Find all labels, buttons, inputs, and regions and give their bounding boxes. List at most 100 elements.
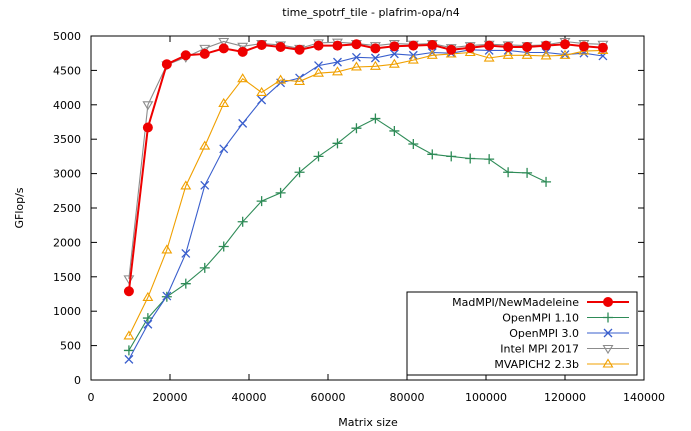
data-point [199, 48, 210, 59]
data-point [332, 66, 343, 76]
data-point [142, 101, 154, 111]
data-point [161, 244, 173, 254]
data-point [446, 44, 457, 55]
data-point [389, 41, 400, 52]
data-point [143, 319, 153, 329]
data-point [218, 43, 229, 54]
x-tick-label: 40000 [232, 391, 267, 404]
data-point [257, 95, 267, 105]
x-tick-label: 100000 [465, 391, 507, 404]
data-point [408, 40, 419, 51]
data-point [161, 59, 172, 70]
data-point [256, 196, 267, 207]
data-point [483, 52, 495, 62]
data-point [502, 49, 514, 59]
data-point [199, 140, 211, 150]
x-tick-label: 0 [88, 391, 95, 404]
data-point [275, 74, 287, 84]
legend-swatch-marker [603, 328, 613, 338]
data-point [560, 39, 570, 50]
x-tick-label: 80000 [390, 391, 425, 404]
data-point [484, 154, 495, 165]
y-tick-label: 4000 [53, 99, 81, 112]
legend-label: OpenMPI 3.0 [509, 327, 579, 340]
data-point [503, 167, 514, 178]
data-point [332, 40, 343, 51]
data-point [200, 180, 210, 190]
data-point [123, 330, 135, 340]
data-point [237, 216, 248, 227]
data-point [256, 86, 268, 96]
y-tick-label: 2000 [53, 236, 81, 249]
y-tick-label: 500 [60, 340, 81, 353]
data-point [388, 58, 400, 68]
legend: MadMPI/NewMadeleine OpenMPI 1.10 OpenMPI 3… [406, 291, 638, 376]
data-point [294, 44, 305, 55]
series-4 [123, 44, 609, 340]
data-point [465, 42, 476, 53]
data-point [218, 97, 230, 107]
y-tick-label: 3000 [53, 168, 81, 181]
data-point [427, 39, 438, 50]
data-point [238, 118, 248, 128]
data-point [180, 180, 192, 190]
data-point [162, 291, 172, 301]
data-point [256, 39, 267, 50]
data-point [484, 40, 495, 51]
plot-series [123, 37, 609, 364]
data-point [369, 60, 381, 70]
chart-title: time_spotrf_tile - plafrim-opa/n4 [282, 6, 459, 19]
data-point [275, 187, 286, 198]
data-point [503, 42, 514, 53]
legend-label: Intel MPI 2017 [500, 343, 579, 356]
data-point [123, 286, 134, 297]
data-point [427, 149, 438, 160]
data-point [124, 354, 134, 364]
y-tick-label: 1000 [53, 305, 81, 318]
data-point [540, 50, 552, 60]
data-point [314, 61, 323, 71]
data-point [142, 291, 154, 301]
legend-label: MVAPICH2 2.3b [494, 358, 579, 371]
x-tick-label: 140000 [623, 391, 665, 404]
x-tick-label: 20000 [153, 391, 188, 404]
y-tick-label: 0 [74, 374, 81, 387]
data-point [294, 75, 306, 85]
y-tick-label: 2500 [53, 202, 81, 215]
data-point [237, 46, 248, 57]
data-point [313, 40, 324, 51]
data-point [350, 61, 362, 71]
legend-swatch-marker [603, 297, 613, 307]
data-point [465, 153, 476, 164]
data-point [351, 39, 362, 50]
data-point [199, 44, 211, 54]
series-1 [123, 113, 552, 356]
legend-label: MadMPI/NewMadeleine [452, 296, 579, 309]
data-point [407, 54, 419, 64]
data-point [181, 248, 191, 258]
data-point [294, 167, 305, 178]
plot-frame [90, 35, 645, 381]
data-point [541, 40, 552, 51]
legend-label: OpenMPI 1.10 [502, 312, 579, 325]
data-point [389, 49, 399, 59]
data-point [370, 113, 381, 124]
data-point [446, 151, 457, 162]
data-point [597, 42, 608, 53]
data-point [408, 139, 419, 150]
data-point [218, 37, 230, 48]
data-point [332, 138, 343, 149]
data-point [351, 52, 361, 62]
data-point [370, 43, 381, 54]
x-tick-label: 60000 [311, 391, 346, 404]
data-point [578, 41, 589, 52]
data-point [218, 241, 229, 252]
legend-swatch-marker [602, 358, 614, 368]
data-point [522, 42, 533, 53]
y-axis-label: GFlop/s [13, 187, 26, 228]
data-point [237, 73, 249, 83]
y-tick-label: 1500 [53, 271, 81, 284]
y-tick-label: 4500 [53, 64, 81, 77]
data-point [142, 313, 153, 324]
